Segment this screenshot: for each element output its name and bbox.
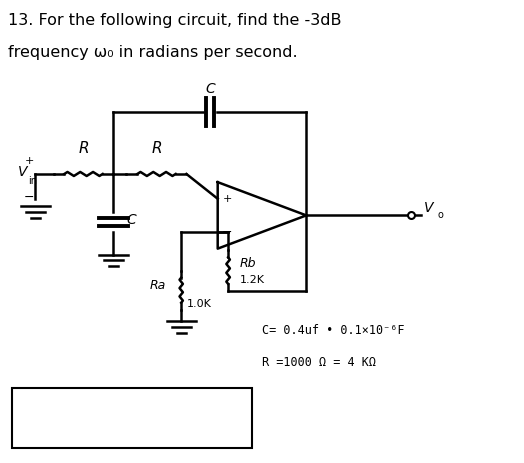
Text: C: C <box>126 213 136 227</box>
Text: −: − <box>222 225 232 238</box>
Text: 1.0K: 1.0K <box>187 299 211 309</box>
Text: +: + <box>222 194 232 204</box>
Text: C: C <box>205 82 215 96</box>
Text: R =1000 Ω = 4 KΩ: R =1000 Ω = 4 KΩ <box>262 356 376 369</box>
Text: o: o <box>438 210 443 220</box>
Text: +: + <box>24 156 34 166</box>
Text: V: V <box>423 201 433 215</box>
Bar <box>12 388 252 448</box>
Text: 1.2K: 1.2K <box>239 275 265 285</box>
Text: V: V <box>17 165 27 179</box>
Text: frequency ω₀ in radians per second.: frequency ω₀ in radians per second. <box>8 45 297 60</box>
Text: R: R <box>78 142 89 156</box>
Text: Rb: Rb <box>239 257 256 270</box>
Text: in: in <box>28 176 37 186</box>
Text: R: R <box>151 142 162 156</box>
Text: −: − <box>24 190 34 203</box>
Text: C= 0.4uf • 0.1×10⁻⁶F: C= 0.4uf • 0.1×10⁻⁶F <box>262 324 405 337</box>
Text: Ra: Ra <box>149 279 166 292</box>
Text: 13. For the following circuit, find the -3dB: 13. For the following circuit, find the … <box>8 13 341 28</box>
